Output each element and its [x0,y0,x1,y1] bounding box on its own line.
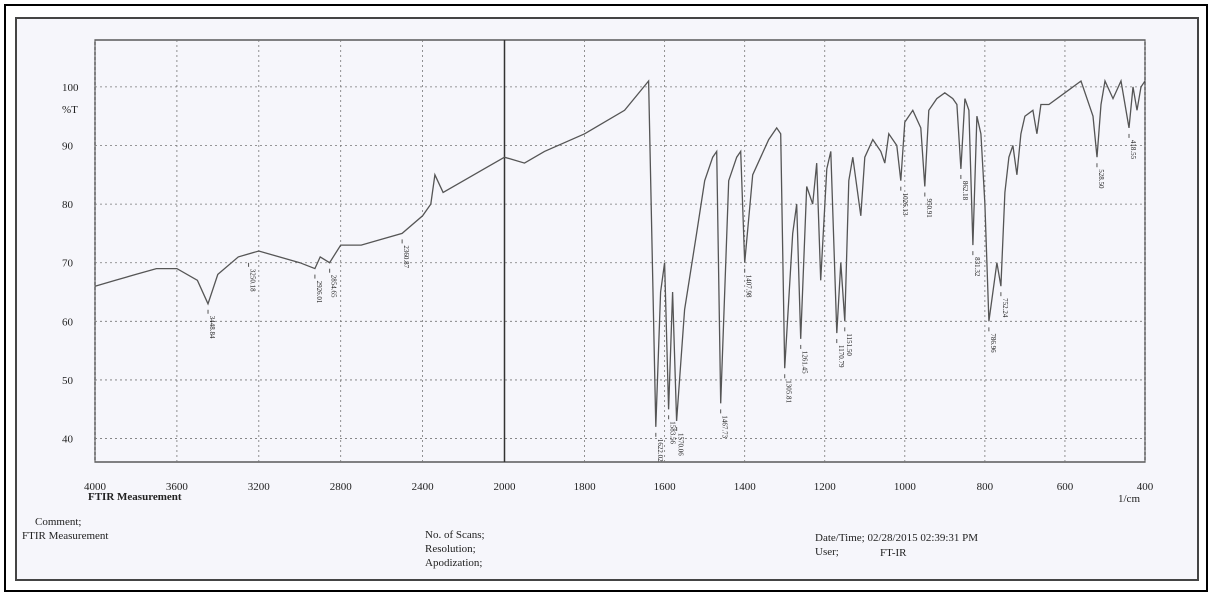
x-tick-label: 1400 [734,481,757,493]
peak-label: 2926.01 [315,281,323,304]
page-frame [15,17,1199,581]
peak-label: 1570.06 [677,433,685,456]
peak-label: 786.96 [989,333,997,353]
peak-label: 1261.45 [801,351,809,374]
x-unit: 1/cm [1118,493,1140,505]
x-tick-label: 2400 [412,481,435,493]
y-tick-label: 70 [62,258,74,270]
user: User; [815,546,839,558]
y-tick-label: 60 [62,316,74,328]
peak-label: 862.18 [961,181,969,201]
x-tick-label: 1200 [814,481,837,493]
y-tick-label: 50 [62,375,74,387]
peak-label: 2360.87 [402,245,410,268]
comment: Comment; [35,516,81,528]
peak-label: 1026.13 [901,193,909,216]
peak-label: 3250.18 [249,269,257,292]
peak-label: 3448.84 [208,316,216,339]
y-tick-label: 90 [62,141,74,153]
peak-label: 1407.98 [745,275,753,298]
resolution: Resolution; [425,543,476,555]
peak-label: 1151.50 [845,333,853,356]
peak-label: 418.55 [1129,140,1137,160]
x-tick-label: 4000 [84,481,107,493]
x-tick-label: 2800 [330,481,353,493]
x-title: FTIR Measurement [88,491,182,503]
x-tick-label: 800 [977,481,994,493]
x-tick-label: 400 [1137,481,1154,493]
x-tick-label: 3600 [166,481,189,493]
comment-value: FTIR Measurement [22,530,108,542]
peak-label: 831.32 [973,257,981,277]
x-tick-label: 2000 [494,481,517,493]
x-tick-label: 600 [1057,481,1074,493]
y-label: %T [62,104,78,116]
peak-label: 1583.56 [669,421,677,444]
user-value: FT-IR [880,547,907,559]
peak-label: 528.50 [1097,169,1105,189]
y-tick-label: 100 [62,82,79,94]
datetime: Date/Time; 02/28/2015 02:39:31 PM [815,532,978,544]
apodization: Apodization; [425,557,482,569]
y-tick-label: 80 [62,199,74,211]
peak-label: 1305.81 [785,380,793,403]
x-tick-label: 1800 [574,481,597,493]
x-tick-label: 1000 [894,481,917,493]
peak-label: 752.24 [1001,298,1009,318]
scans: No. of Scans; [425,529,485,541]
peak-label: 1170.79 [837,345,845,368]
spectrum-line [94,78,1146,427]
y-tick-label: 40 [62,434,74,446]
x-tick-label: 3200 [248,481,271,493]
peak-label: 2854.65 [330,275,338,298]
peak-label: 1467.73 [721,415,729,438]
peak-label: 1622.02 [656,439,664,462]
x-tick-label: 1600 [654,481,677,493]
peak-label: 950.91 [925,199,933,219]
